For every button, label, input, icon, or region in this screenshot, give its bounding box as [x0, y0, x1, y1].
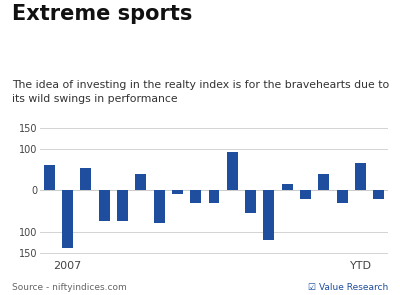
Bar	[227, 152, 238, 190]
Bar	[99, 190, 110, 221]
Text: Extreme sports: Extreme sports	[12, 4, 192, 24]
Bar	[117, 190, 128, 221]
Bar	[62, 190, 73, 248]
Bar	[44, 165, 55, 190]
Bar	[337, 190, 348, 203]
Bar	[264, 190, 274, 240]
Bar	[300, 190, 311, 199]
Text: The idea of investing in the realty index is for the bravehearts due to
its wild: The idea of investing in the realty inde…	[12, 80, 389, 104]
Text: ☑ Value Research: ☑ Value Research	[308, 283, 388, 292]
Bar	[80, 168, 91, 190]
Bar	[154, 190, 164, 224]
Bar	[190, 190, 201, 203]
Bar	[208, 190, 220, 203]
Bar	[245, 190, 256, 213]
Bar	[135, 174, 146, 190]
Bar	[318, 174, 329, 190]
Text: Source - niftyindices.com: Source - niftyindices.com	[12, 283, 127, 292]
Bar	[172, 190, 183, 194]
Bar	[355, 163, 366, 190]
Bar	[282, 184, 293, 190]
Bar	[373, 190, 384, 199]
